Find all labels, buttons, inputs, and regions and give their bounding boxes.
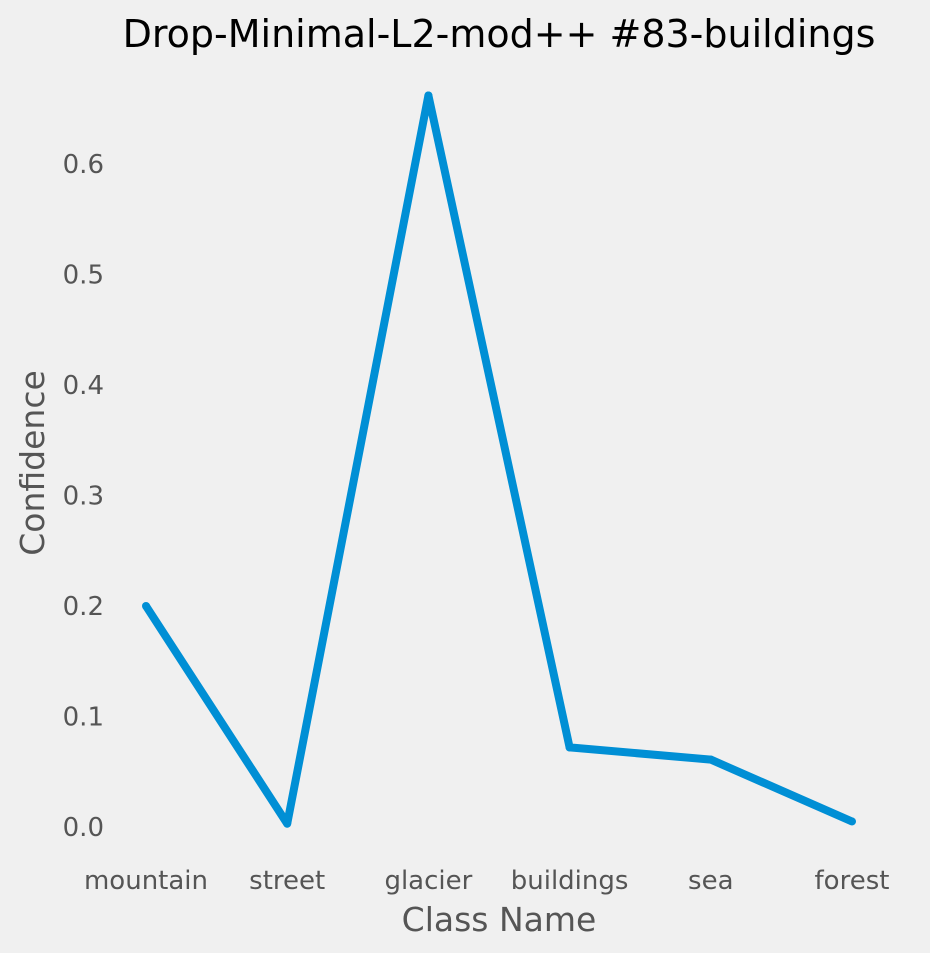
y-tick-label: 0.2	[63, 592, 104, 622]
x-tick-labels: mountain street glacier buildings sea forest	[84, 866, 889, 896]
x-axis-label: Class Name	[402, 900, 597, 939]
x-tick-label: street	[249, 866, 325, 896]
data-point	[565, 743, 574, 752]
x-tick-label: buildings	[511, 866, 629, 896]
y-tick-label: 0.4	[63, 371, 104, 401]
data-point	[706, 755, 715, 764]
x-tick-label: sea	[688, 866, 733, 896]
data-point	[848, 817, 856, 826]
y-tick-label: 0.0	[63, 813, 104, 843]
data-point	[283, 819, 292, 828]
y-tick-label: 0.5	[63, 261, 104, 291]
y-tick-labels: 0.0 0.1 0.2 0.3 0.4 0.5 0.6	[63, 150, 104, 843]
x-tick-label: forest	[815, 866, 890, 896]
y-tick-label: 0.3	[63, 482, 104, 512]
data-point	[424, 91, 433, 100]
x-tick-label: glacier	[384, 866, 472, 896]
x-tick-label: mountain	[84, 866, 208, 896]
y-tick-label: 0.6	[63, 150, 104, 180]
y-tick-label: 0.1	[63, 703, 104, 733]
data-point	[142, 602, 150, 610]
series-line	[142, 91, 854, 828]
chart-title: Drop-Minimal-L2-mod++ #83-buildings	[123, 12, 876, 56]
y-axis-label: Confidence	[13, 370, 52, 556]
plot-area	[142, 91, 856, 828]
